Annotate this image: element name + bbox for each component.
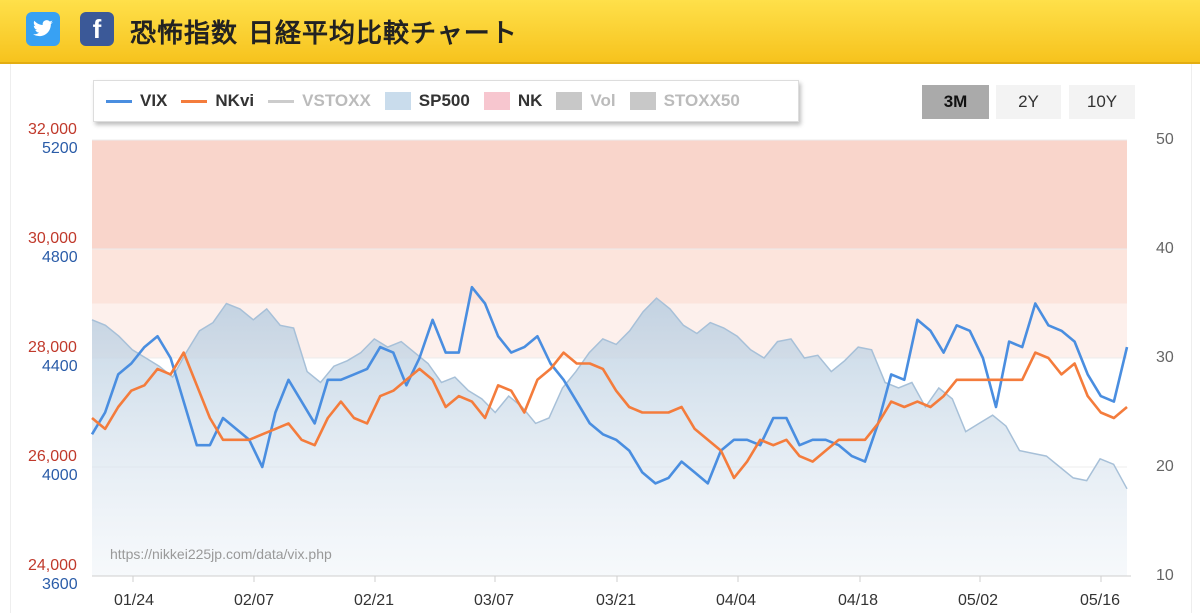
legend-item-nk[interactable]: NK [483, 91, 543, 111]
chart-legend: VIX NKvi VSTOXX SP500 NK Vol STOXX50 [93, 80, 799, 122]
vix-line [90, 285, 1129, 485]
range-button-10y[interactable]: 10Y [1069, 85, 1135, 119]
page-title: 恐怖指数 日経平均比較チャート [130, 19, 518, 49]
legend-item-vstoxx[interactable]: VSTOXX [268, 91, 371, 111]
legend-label: Vol [590, 91, 616, 110]
vix-axis-tick: 20 [1156, 458, 1174, 475]
nk-axis-tick: 24,000 [28, 557, 77, 574]
vix-axis-tick: 10 [1156, 567, 1174, 584]
legend-item-vix[interactable]: VIX [106, 91, 167, 111]
nk-axis-tick: 26,000 [28, 448, 77, 465]
legend-swatch [384, 92, 411, 110]
sp500-axis-tick: 5200 [42, 140, 78, 157]
legend-swatch [268, 99, 295, 103]
legend-item-stoxx50[interactable]: STOXX50 [629, 91, 740, 111]
legend-item-sp500[interactable]: SP500 [384, 91, 470, 111]
x-axis-tick: 01/24 [114, 592, 155, 609]
sp500-axis-tick: 4800 [42, 249, 78, 266]
x-axis-tick: 04/18 [838, 592, 879, 609]
range-button-3m[interactable]: 3M [922, 85, 989, 119]
x-axis-tick: 04/04 [716, 592, 757, 609]
range-button-2y[interactable]: 2Y [996, 85, 1061, 119]
x-axis-tick: 05/16 [1080, 592, 1121, 609]
sp500-axis-tick: 4000 [42, 467, 78, 484]
vix-axis-tick: 50 [1156, 131, 1174, 148]
legend-label: NKvi [215, 91, 255, 110]
x-axis-tick: 02/21 [354, 592, 395, 609]
x-axis-tick: 05/02 [958, 592, 999, 609]
legend-item-nkvi[interactable]: NKvi [181, 91, 254, 111]
nk-axis-tick: 28,000 [28, 339, 77, 356]
legend-label: STOXX50 [663, 91, 740, 110]
vix-band [92, 140, 1127, 249]
vix-band [92, 249, 1127, 304]
sp500-axis-tick: 4400 [42, 358, 78, 375]
sp500-line [91, 297, 1128, 490]
source-url[interactable]: https://nikkei225jp.com/data/vix.php [110, 546, 332, 562]
legend-label: VSTOXX [302, 91, 371, 110]
vix-axis-tick: 30 [1156, 349, 1174, 366]
facebook-icon[interactable]: f [80, 12, 114, 46]
legend-swatch [106, 99, 132, 103]
legend-swatch [629, 92, 656, 110]
legend-swatch [181, 99, 208, 103]
x-axis-tick: 03/07 [474, 592, 515, 609]
nk-axis-tick: 32,000 [28, 121, 77, 138]
legend-label: VIX [140, 91, 168, 110]
legend-label: NK [517, 91, 543, 110]
vix-axis-tick: 40 [1156, 240, 1174, 257]
legend-swatch [483, 92, 510, 110]
legend-swatch [556, 92, 583, 110]
legend-item-vol[interactable]: Vol [556, 91, 616, 111]
header-bar: f 恐怖指数 日経平均比較チャート [0, 0, 1200, 64]
nkvi-line [91, 351, 1128, 480]
sp500-axis-tick: 3600 [42, 576, 78, 593]
x-axis-tick: 02/07 [234, 592, 275, 609]
nk-axis-tick: 30,000 [28, 230, 77, 247]
twitter-icon[interactable] [26, 12, 60, 46]
x-axis-tick: 03/21 [596, 592, 637, 609]
legend-label: SP500 [418, 91, 470, 110]
